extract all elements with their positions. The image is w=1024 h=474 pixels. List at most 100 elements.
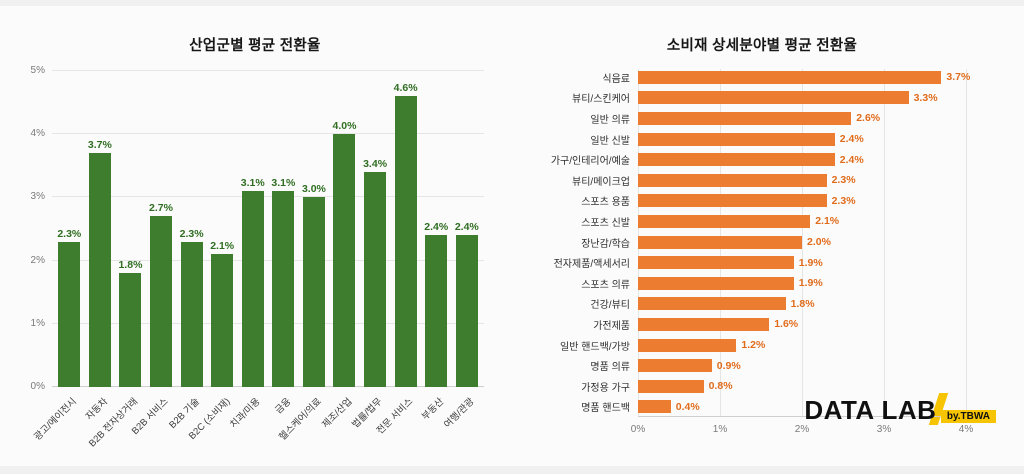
bar-row: 명품 핸드백 0.4% — [518, 397, 966, 418]
bar — [119, 273, 142, 387]
bar-group: 3.1% 금융 — [268, 71, 299, 416]
gridline — [52, 196, 484, 198]
bar — [150, 216, 173, 387]
bar-value-label: 2.4% — [454, 221, 479, 234]
bar-group: 3.1% 치과/미용 — [228, 71, 268, 430]
logo-title: DATA LAB — [804, 395, 937, 425]
category-label: 스포츠 용품 — [581, 197, 630, 209]
bar-value-label: 2.4% — [424, 221, 449, 234]
category-label: 뷰티/메이크업 — [572, 176, 630, 188]
bar-value-label: 1.9% — [798, 277, 823, 290]
gridline — [52, 322, 484, 324]
x-tick-label: 제조/산업 — [320, 396, 355, 431]
logo-badge: by.TBWA — [940, 410, 996, 423]
bar-value-label: 0.8% — [708, 380, 733, 393]
top-edge-strip — [0, 0, 1024, 6]
bar-track: 1.9% — [638, 252, 966, 273]
consumer-chart: 소비재 상세분야별 평균 전환율 식음료 3.7% 뷰티/스킨케어 3.3% 일반 의류… — [518, 34, 1006, 439]
bar — [638, 235, 802, 249]
y-tick-label: 0% — [30, 381, 45, 392]
consumer-rows: 식음료 3.7% 뷰티/스킨케어 3.3% 일반 의류 2.6% 일반 신발 2.4% 가구/인… — [518, 67, 970, 418]
bar-row: 가구/인테리어/예술 2.4% — [518, 149, 966, 170]
bar — [638, 132, 835, 146]
y-tick-label: 3% — [30, 191, 45, 203]
bar-value-label: 3.7% — [946, 71, 971, 84]
x-tick-label: 2% — [794, 424, 810, 436]
bar-track: 1.6% — [638, 314, 966, 335]
bar-track: 0.9% — [638, 355, 966, 376]
bar-group: 4.0% 제조/산업 — [320, 71, 360, 430]
category-label: 뷰티/스킨케어 — [572, 94, 630, 106]
category-label: 전자제품/액세서리 — [553, 259, 630, 271]
bar — [638, 338, 737, 352]
bar-track: 1.9% — [638, 273, 966, 294]
x-tick-label: 0% — [630, 424, 646, 436]
bar-row: 뷰티/스킨케어 3.3% — [518, 88, 966, 109]
bar-group: 2.4% 부동산 — [420, 71, 452, 422]
bar-track: 0.8% — [638, 376, 966, 397]
bar-group: 3.0% 헬스케어/의료 — [277, 71, 330, 442]
bar-track: 3.7% — [638, 67, 970, 88]
x-tick-label: 4% — [958, 424, 974, 436]
bar — [425, 235, 448, 387]
x-tick-label: 3% — [876, 424, 892, 436]
category-label: 건강/뷰티 — [590, 300, 630, 312]
category-label: 가구/인테리어/예술 — [550, 156, 630, 168]
bar — [638, 153, 835, 167]
industry-chart: 산업군별 평균 전환율 0% 1% 2% 3% 4% 5% 2.3% 광고/에이전시 3.7% 자… — [16, 34, 494, 449]
bar-value-label: 2.1% — [815, 215, 840, 228]
bar-group: 1.8% B2B 전자상거래 — [87, 71, 146, 449]
bar-value-label: 2.3% — [57, 227, 82, 240]
bar — [394, 96, 417, 387]
y-tick-label: 5% — [30, 65, 45, 76]
bar-group: 2.3% 광고/에이전시 — [32, 71, 85, 443]
bar-value-label: 2.4% — [839, 133, 864, 146]
category-label: 스포츠 신발 — [581, 217, 630, 229]
bar-value-label: 3.4% — [363, 158, 388, 171]
consumer-plot: 식음료 3.7% 뷰티/스킨케어 3.3% 일반 의류 2.6% 일반 신발 2.4% 가구/인… — [518, 67, 1006, 439]
bar-group: 4.6% 전문 서비스 — [375, 71, 421, 436]
bar-row: 가정용 가구 0.8% — [518, 376, 966, 397]
x-tick-label: 치과/미용 — [228, 396, 263, 431]
bar-value-label: 2.7% — [149, 202, 173, 215]
gridline — [802, 69, 803, 417]
bar-value-label: 2.6% — [856, 112, 881, 125]
bar-value-label: 3.1% — [271, 177, 296, 190]
bar-track: 2.3% — [638, 191, 966, 212]
gridline — [52, 259, 484, 261]
bar-row: 일반 신발 2.4% — [518, 129, 966, 150]
category-label: 가정용 가구 — [581, 382, 630, 394]
bar-value-label: 3.0% — [301, 183, 326, 196]
y-tick-label: 4% — [30, 128, 45, 140]
bar — [638, 359, 712, 373]
bar — [638, 400, 671, 414]
logo-wordmark: DATA LAB — [804, 393, 949, 425]
category-label: 스포츠 의류 — [581, 279, 630, 291]
bar — [302, 197, 325, 387]
bar-row: 가전제품 1.6% — [518, 314, 966, 335]
bar — [638, 214, 811, 228]
bar — [638, 297, 786, 311]
bar — [88, 153, 111, 387]
bar-group: 2.3% B2B 기술 — [167, 71, 207, 431]
bar-value-label: 3.7% — [87, 139, 112, 152]
bar — [638, 91, 909, 105]
bar-value-label: 1.6% — [774, 318, 799, 331]
bar — [638, 173, 827, 187]
bar-value-label: 4.0% — [332, 120, 357, 133]
bar-track: 1.8% — [638, 294, 966, 315]
bars-layer: 2.3% 광고/에이전시 3.7% 자동차 1.8% B2B 전자상거래 2.7% B2B 서… — [32, 71, 484, 449]
bar-value-label: 2.1% — [210, 240, 235, 253]
bar-value-label: 1.9% — [798, 256, 823, 269]
bar-row: 스포츠 용품 2.3% — [518, 191, 966, 212]
bar — [638, 70, 942, 84]
bar — [638, 317, 770, 331]
industry-chart-title: 산업군별 평균 전환율 — [189, 38, 321, 54]
x-tick-label: 금융 — [273, 396, 294, 417]
bar-value-label: 2.3% — [831, 194, 856, 207]
bar-value-label: 1.2% — [741, 339, 766, 352]
consumer-x-axis: 0% 1% 2% 3% 4% — [631, 421, 973, 439]
category-label: 명품 의류 — [590, 362, 630, 374]
bar — [638, 379, 704, 393]
bar — [241, 191, 264, 387]
